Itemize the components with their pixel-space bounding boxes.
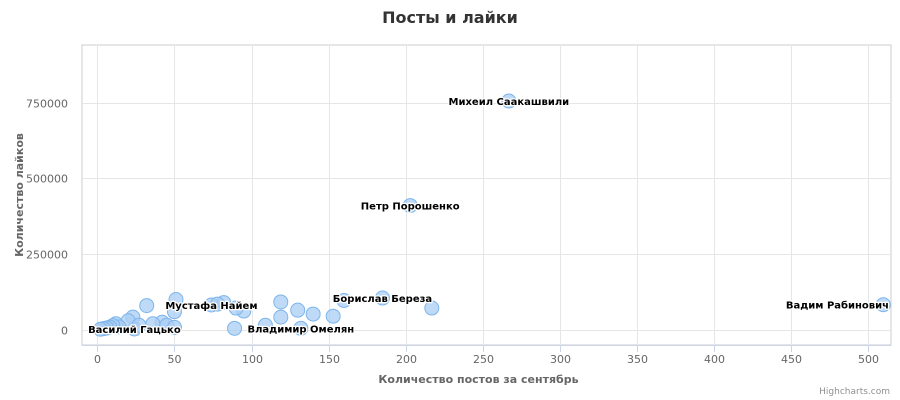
data-point [166, 304, 182, 320]
x-tick-label: 0 [94, 353, 101, 366]
x-tick-label: 100 [242, 353, 263, 366]
data-point [257, 317, 273, 333]
x-tick-label: 500 [858, 353, 879, 366]
data-point [305, 306, 321, 322]
x-tick-label: 400 [704, 353, 725, 366]
x-tick-label: 250 [473, 353, 494, 366]
chart-title: Посты и лайки [382, 8, 518, 27]
data-point [336, 292, 352, 308]
y-tick-label: 0 [61, 325, 68, 338]
data-point [92, 321, 108, 337]
data-point [166, 319, 182, 335]
plot-border [81, 44, 892, 346]
x-tick-label: 50 [168, 353, 182, 366]
data-label: Михеил Саакашвили [449, 97, 570, 108]
x-tick-label: 450 [781, 353, 802, 366]
data-point [290, 302, 306, 318]
x-tick-label: 200 [396, 353, 417, 366]
data-point [210, 296, 226, 312]
data-label: Владимир Омелян [247, 324, 354, 335]
data-point [374, 290, 390, 306]
data-point [131, 317, 147, 333]
y-tick-label: 750000 [26, 98, 68, 111]
data-labels: Михеил Саакашвили Петр Порошенко Вадим Раб… [87, 96, 890, 337]
data-label: Мустафа Найем [165, 300, 257, 312]
x-tick-label: 150 [319, 353, 340, 366]
data-point [875, 297, 891, 313]
data-label: Петр Порошенко [361, 202, 460, 213]
data-point [273, 294, 289, 310]
y-axis-title: Количество лайков [13, 133, 26, 257]
data-point [501, 93, 517, 109]
data-point [325, 308, 341, 324]
x-tick-label: 300 [550, 353, 571, 366]
data-point [424, 300, 440, 316]
data-point [139, 298, 155, 314]
credit-link[interactable]: Highcharts.com [819, 387, 890, 397]
data-point [273, 309, 289, 325]
data-label: Василий Гацько [88, 325, 181, 336]
data-label: Вадим Рабинович [786, 300, 889, 312]
data-point [228, 300, 244, 316]
data-point [293, 320, 309, 336]
x-axis-title: Количество постов за сентябрь [378, 373, 578, 386]
data-point [402, 198, 418, 214]
y-tick-label: 500000 [26, 173, 68, 186]
x-tick-label: 350 [627, 353, 648, 366]
data-label: Борислав Береза [333, 294, 432, 305]
y-tick-label: 250000 [26, 249, 68, 262]
data-points [92, 93, 891, 337]
data-point [227, 320, 243, 336]
